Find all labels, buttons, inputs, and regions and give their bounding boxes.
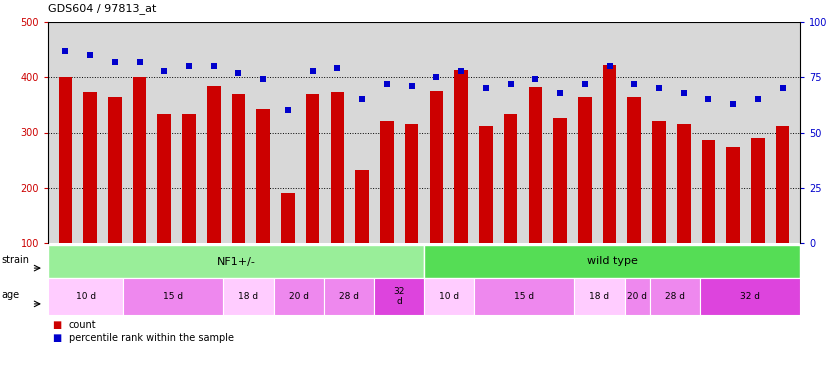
Text: 28 d: 28 d [339,292,358,301]
Point [776,85,790,91]
Text: 32
d: 32 d [393,287,405,306]
Bar [48,245,424,278]
Point [628,81,641,87]
Point [183,63,196,69]
Point [158,68,171,74]
Point [454,68,468,74]
Bar [183,114,196,298]
Bar [133,77,146,298]
Bar [677,124,691,298]
Text: 20 d: 20 d [288,292,309,301]
Bar [324,278,374,315]
Bar [700,278,800,315]
Bar [48,278,123,315]
Point [727,101,740,107]
Point [380,81,393,87]
Text: NF1+/-: NF1+/- [216,256,255,267]
Point [83,52,97,58]
Point [232,70,245,76]
Bar [624,278,649,315]
Bar [330,92,344,298]
Point [752,96,765,102]
Bar [273,278,324,315]
Bar [628,97,641,298]
Point [282,107,295,113]
Bar [158,114,171,298]
Point [553,90,567,96]
Text: count: count [69,320,97,330]
Bar [649,278,700,315]
Bar [701,140,715,298]
Text: ■: ■ [52,320,61,330]
Text: 18 d: 18 d [239,292,259,301]
Point [133,59,146,65]
Bar [231,94,245,298]
Text: 10 d: 10 d [75,292,96,301]
Text: GDS604 / 97813_at: GDS604 / 97813_at [48,3,156,14]
Point [59,48,72,54]
Point [677,90,691,96]
Bar [281,193,295,298]
Bar [603,65,616,298]
Bar [751,138,765,298]
Text: 18 d: 18 d [590,292,610,301]
Bar [454,70,468,298]
Point [331,65,344,71]
Bar [374,278,424,315]
Bar [574,278,624,315]
Text: 20 d: 20 d [627,292,647,301]
Point [504,81,517,87]
Point [603,63,616,69]
Bar [355,170,369,298]
Text: 28 d: 28 d [665,292,685,301]
Point [479,85,492,91]
Bar [108,97,121,298]
Bar [380,122,394,298]
Point [108,59,121,65]
Point [306,68,320,74]
Text: age: age [2,290,20,300]
Point [578,81,591,87]
Bar [207,86,221,298]
Point [355,96,368,102]
Bar [224,278,273,315]
Text: ■: ■ [52,333,61,343]
Text: 15 d: 15 d [515,292,534,301]
Bar [424,245,800,278]
Bar [424,278,474,315]
Bar [256,109,270,298]
Bar [653,122,666,298]
Bar [430,91,444,298]
Point [653,85,666,91]
Bar [578,97,591,298]
Point [207,63,221,69]
Point [430,74,443,80]
Text: wild type: wild type [586,256,638,267]
Bar [123,278,224,315]
Bar [479,126,492,298]
Bar [59,77,72,298]
Bar [306,94,320,298]
Text: 10 d: 10 d [439,292,459,301]
Bar [529,87,542,298]
Text: 32 d: 32 d [740,292,760,301]
Point [702,96,715,102]
Text: percentile rank within the sample: percentile rank within the sample [69,333,234,343]
Bar [504,114,517,298]
Bar [83,92,97,298]
Bar [553,118,567,298]
Point [257,76,270,82]
Point [529,76,542,82]
Text: strain: strain [2,255,30,265]
Bar [776,126,790,298]
Bar [726,147,740,298]
Text: 15 d: 15 d [164,292,183,301]
Point [405,83,418,89]
Bar [405,124,419,298]
Bar [474,278,574,315]
